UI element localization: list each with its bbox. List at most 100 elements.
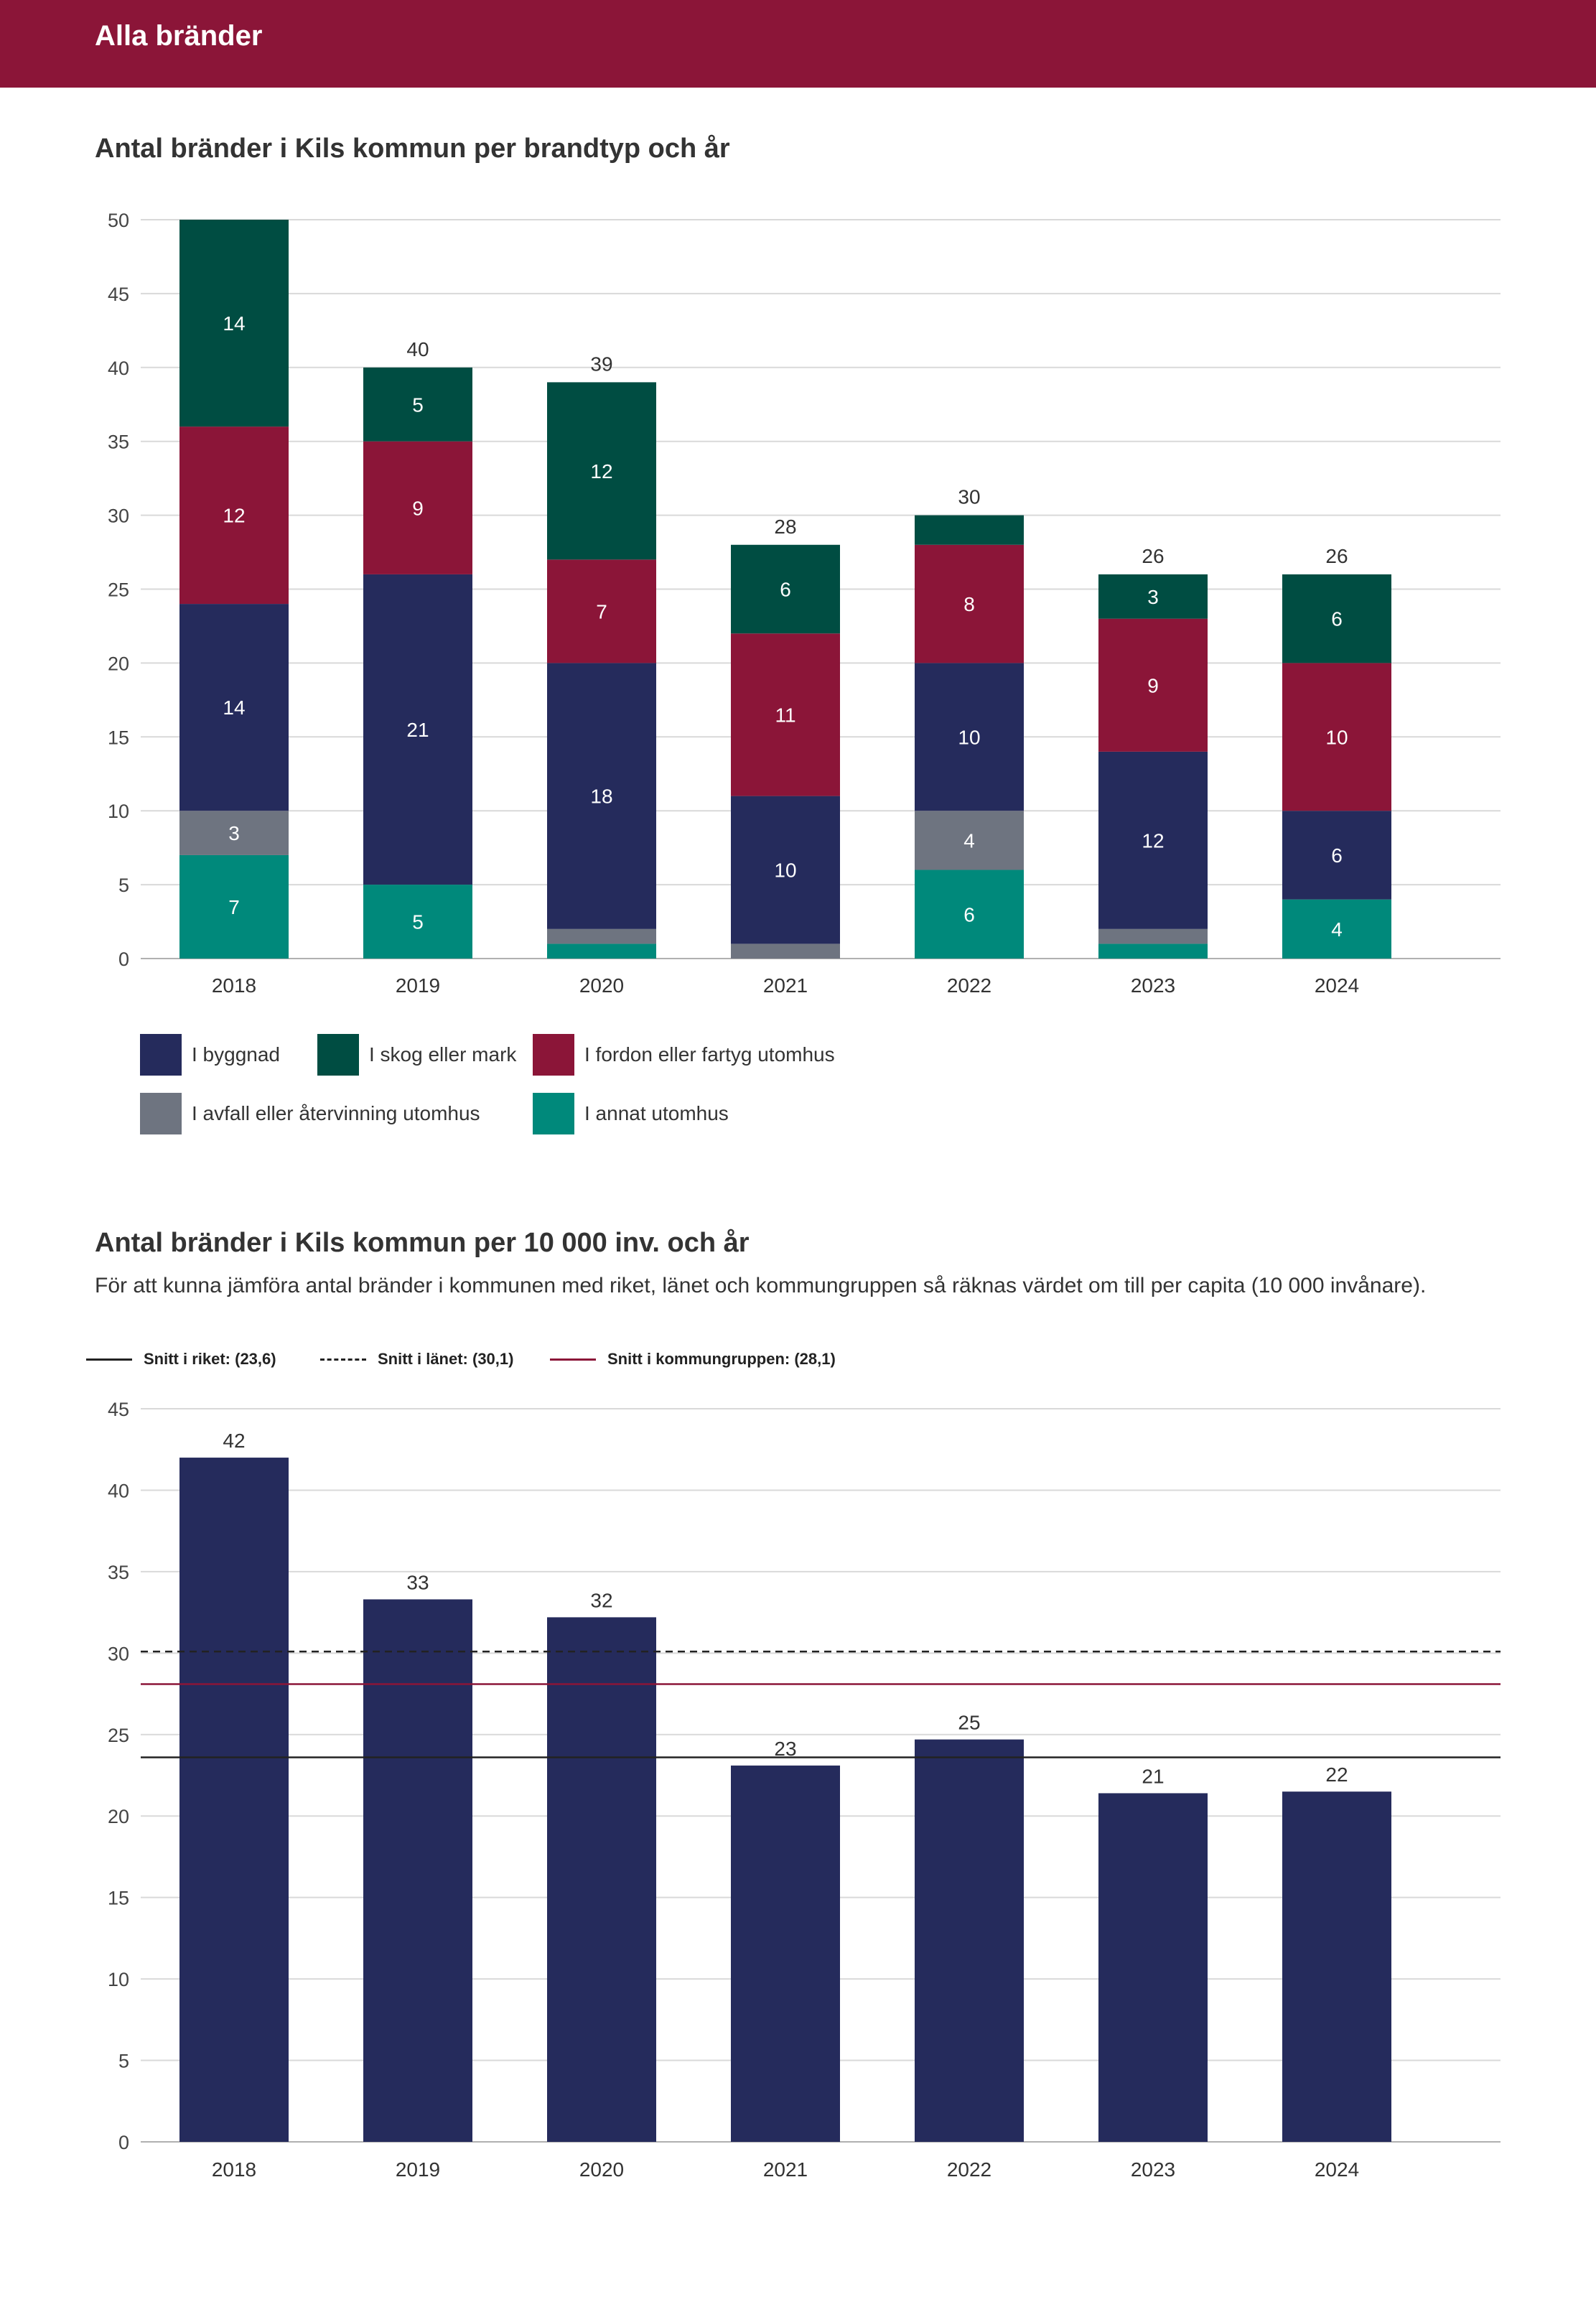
x-tick-label: 2023 [1131,974,1175,997]
segment-label: 9 [1147,674,1159,696]
y-tick-label: 25 [108,1725,129,1746]
reference-legend-label: Snitt i riket: (23,6) [144,1350,276,1368]
y-tick-label: 20 [108,1806,129,1827]
total-label: 30 [958,486,980,508]
x-tick-label: 2020 [579,974,624,997]
bar-segment-avfall [731,943,840,959]
x-tick-label: 2018 [212,974,256,997]
bar-segment-byggnad [179,604,289,811]
bar [731,1765,840,2142]
y-tick-label: 0 [118,2132,129,2153]
y-tick-label: 50 [108,210,129,231]
bar-segment-skog [1098,574,1208,619]
bar-segment-byggnad [731,796,840,944]
y-tick-label: 5 [118,2051,129,2072]
y-tick-label: 45 [108,284,129,305]
x-tick-label: 2019 [396,2158,440,2181]
total-label: 28 [774,516,796,538]
bar-segment-skog [547,382,656,560]
segment-label: 12 [1142,829,1164,852]
legend-label: I skog eller mark [369,1043,517,1066]
y-tick-label: 30 [108,1643,129,1664]
total-label: 26 [1142,545,1164,567]
legend-item-skog: I skog eller mark [317,1034,516,1076]
bar-segment-fordon [179,427,289,605]
reference-legend-item: Snitt i kommungruppen: (28,1) [550,1350,836,1369]
x-tick-label: 2022 [947,974,991,997]
bar-segment-fordon [915,544,1024,663]
header-bar: Alla bränder [0,0,1596,88]
bar [363,1599,472,2142]
segment-label: 6 [780,579,791,601]
segment-label: 6 [963,903,975,926]
bar-segment-avfall [1098,928,1208,944]
chart1-legend: I byggnad I skog eller mark I fordon eller… [140,1034,1145,1142]
reference-legend-line [320,1358,366,1361]
x-tick-label: 2022 [947,2158,991,2181]
y-tick-label: 30 [108,505,129,527]
bar-segment-annat [915,870,1024,959]
value-label: 33 [406,1571,429,1593]
x-tick-label: 2024 [1315,2158,1359,2181]
segment-label: 11 [775,704,795,726]
legend-swatch [140,1034,182,1076]
x-tick-label: 2024 [1315,974,1359,997]
legend-item-avfall: I avfall eller återvinning utomhus [140,1093,480,1134]
value-label: 23 [774,1738,796,1760]
chart1-title: Antal bränder i Kils kommun per brandtyp… [95,134,730,164]
segment-label: 14 [223,696,245,719]
segment-label: 3 [228,822,240,844]
legend-swatch [317,1034,359,1076]
segment-label: 9 [412,497,424,519]
segment-label: 7 [228,896,240,918]
value-label: 22 [1325,1763,1348,1786]
segment-label: 14 [223,312,245,335]
segment-label: 12 [590,460,612,483]
bar-segment-skog [1282,574,1391,663]
legend-label: I avfall eller återvinning utomhus [192,1102,480,1124]
legend-swatch [533,1034,574,1076]
bar-segment-fordon [363,441,472,574]
segment-label: 10 [1325,726,1348,748]
y-tick-label: 0 [118,949,129,970]
reference-legend-item: Snitt i riket: (23,6) [86,1350,276,1369]
chart2-subtitle: För att kunna jämföra antal bränder i ko… [95,1274,1427,1297]
y-tick-label: 10 [108,801,129,822]
reference-legend-item: Snitt i länet: (30,1) [320,1350,513,1369]
value-label: 42 [223,1430,245,1452]
bar-segment-annat [1098,943,1208,959]
segment-label: 4 [1331,918,1343,941]
bar-segment-fordon [731,633,840,796]
y-tick-label: 35 [108,1562,129,1583]
y-tick-label: 25 [108,579,129,601]
segment-label: 12 [223,505,245,527]
bar [547,1617,656,2142]
value-label: 21 [1142,1765,1164,1787]
bar [915,1739,1024,2142]
value-label: 32 [590,1589,612,1611]
y-tick-label: 15 [108,727,129,748]
bar [179,1458,289,2142]
reference-legend-label: Snitt i länet: (30,1) [378,1350,514,1368]
x-tick-label: 2021 [763,2158,808,2181]
bar-segment-byggnad [547,663,656,929]
header-title: Alla bränder [95,20,263,52]
legend-swatch [533,1093,574,1134]
y-tick-label: 5 [118,875,129,896]
y-tick-label: 15 [108,1888,129,1909]
segment-label: 10 [958,726,980,748]
reference-legend-line [550,1358,596,1361]
legend-label: I fordon eller fartyg utomhus [584,1043,835,1066]
bar-segment-skog [179,220,289,427]
segment-label: 6 [1331,608,1343,630]
legend-item-byggnad: I byggnad [140,1034,280,1076]
bar-segment-skog [731,544,840,634]
bar-segment-skog [363,367,472,442]
segment-label: 3 [1147,586,1159,608]
x-tick-label: 2019 [396,974,440,997]
x-tick-label: 2021 [763,974,808,997]
bar-segment-byggnad [1282,811,1391,900]
bar-segment-annat [1282,899,1391,959]
bar-segment-avfall [547,928,656,944]
